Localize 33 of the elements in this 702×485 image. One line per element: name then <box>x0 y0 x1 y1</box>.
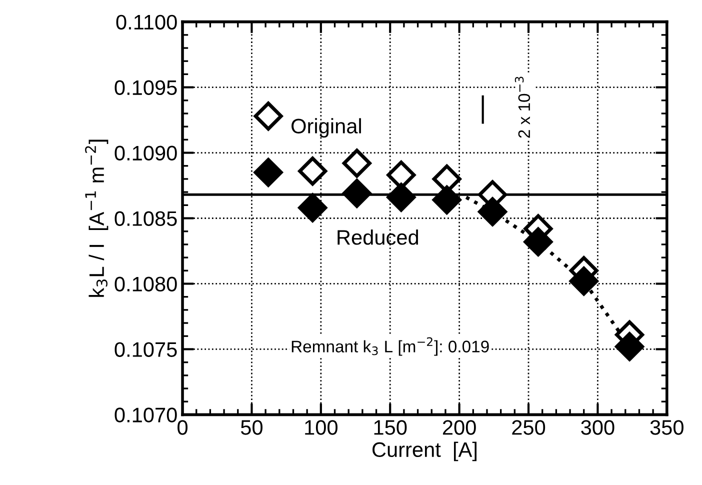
y-tick-label: 0.1070 <box>114 408 177 422</box>
y-tick-label: 0.1090 <box>114 146 177 161</box>
y-tick-label: 0.1080 <box>114 276 177 292</box>
y-tick-label: 0.1075 <box>114 342 177 357</box>
y-tick-label: 0.1085 <box>114 211 177 226</box>
point <box>254 158 283 187</box>
x-tick-label: 350 <box>650 420 684 435</box>
x-tick-label: 50 <box>240 420 262 435</box>
x-tick-label: 300 <box>581 420 614 435</box>
y-axis-title: k$_{3}$L / I [A$^{−1}$ m$^{−2}$] <box>85 140 108 297</box>
annotation: 2 x 10$^{−3}$ <box>514 76 530 138</box>
x-tick-label: 150 <box>374 420 407 435</box>
point <box>386 182 416 212</box>
series-label: Original <box>292 118 361 138</box>
y-tick-label: 0.1100 <box>116 14 177 30</box>
point <box>298 156 328 186</box>
annotation: Remnant k$_{3}$ L [m$^{−2}$]: 0.019 <box>292 337 489 356</box>
point <box>342 148 372 178</box>
x-tick-label: 100 <box>305 420 338 435</box>
point <box>254 102 283 131</box>
point <box>524 227 553 256</box>
x-tick-label: 200 <box>442 420 476 435</box>
point <box>298 193 328 222</box>
point <box>615 332 644 362</box>
x-tick-label: 250 <box>512 420 546 435</box>
point <box>432 185 462 214</box>
point <box>569 266 598 296</box>
y-tick-label: 0.1095 <box>114 80 177 96</box>
x-axis-title: Current [A] <box>372 442 476 462</box>
series-label: Reduced <box>338 229 418 245</box>
point <box>342 178 372 208</box>
point <box>478 197 508 226</box>
x-tick-label: 0 <box>178 420 188 435</box>
